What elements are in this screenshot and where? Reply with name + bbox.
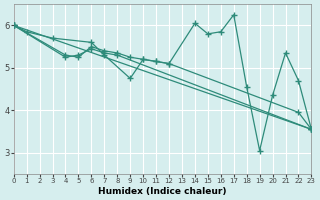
X-axis label: Humidex (Indice chaleur): Humidex (Indice chaleur) [98,187,227,196]
